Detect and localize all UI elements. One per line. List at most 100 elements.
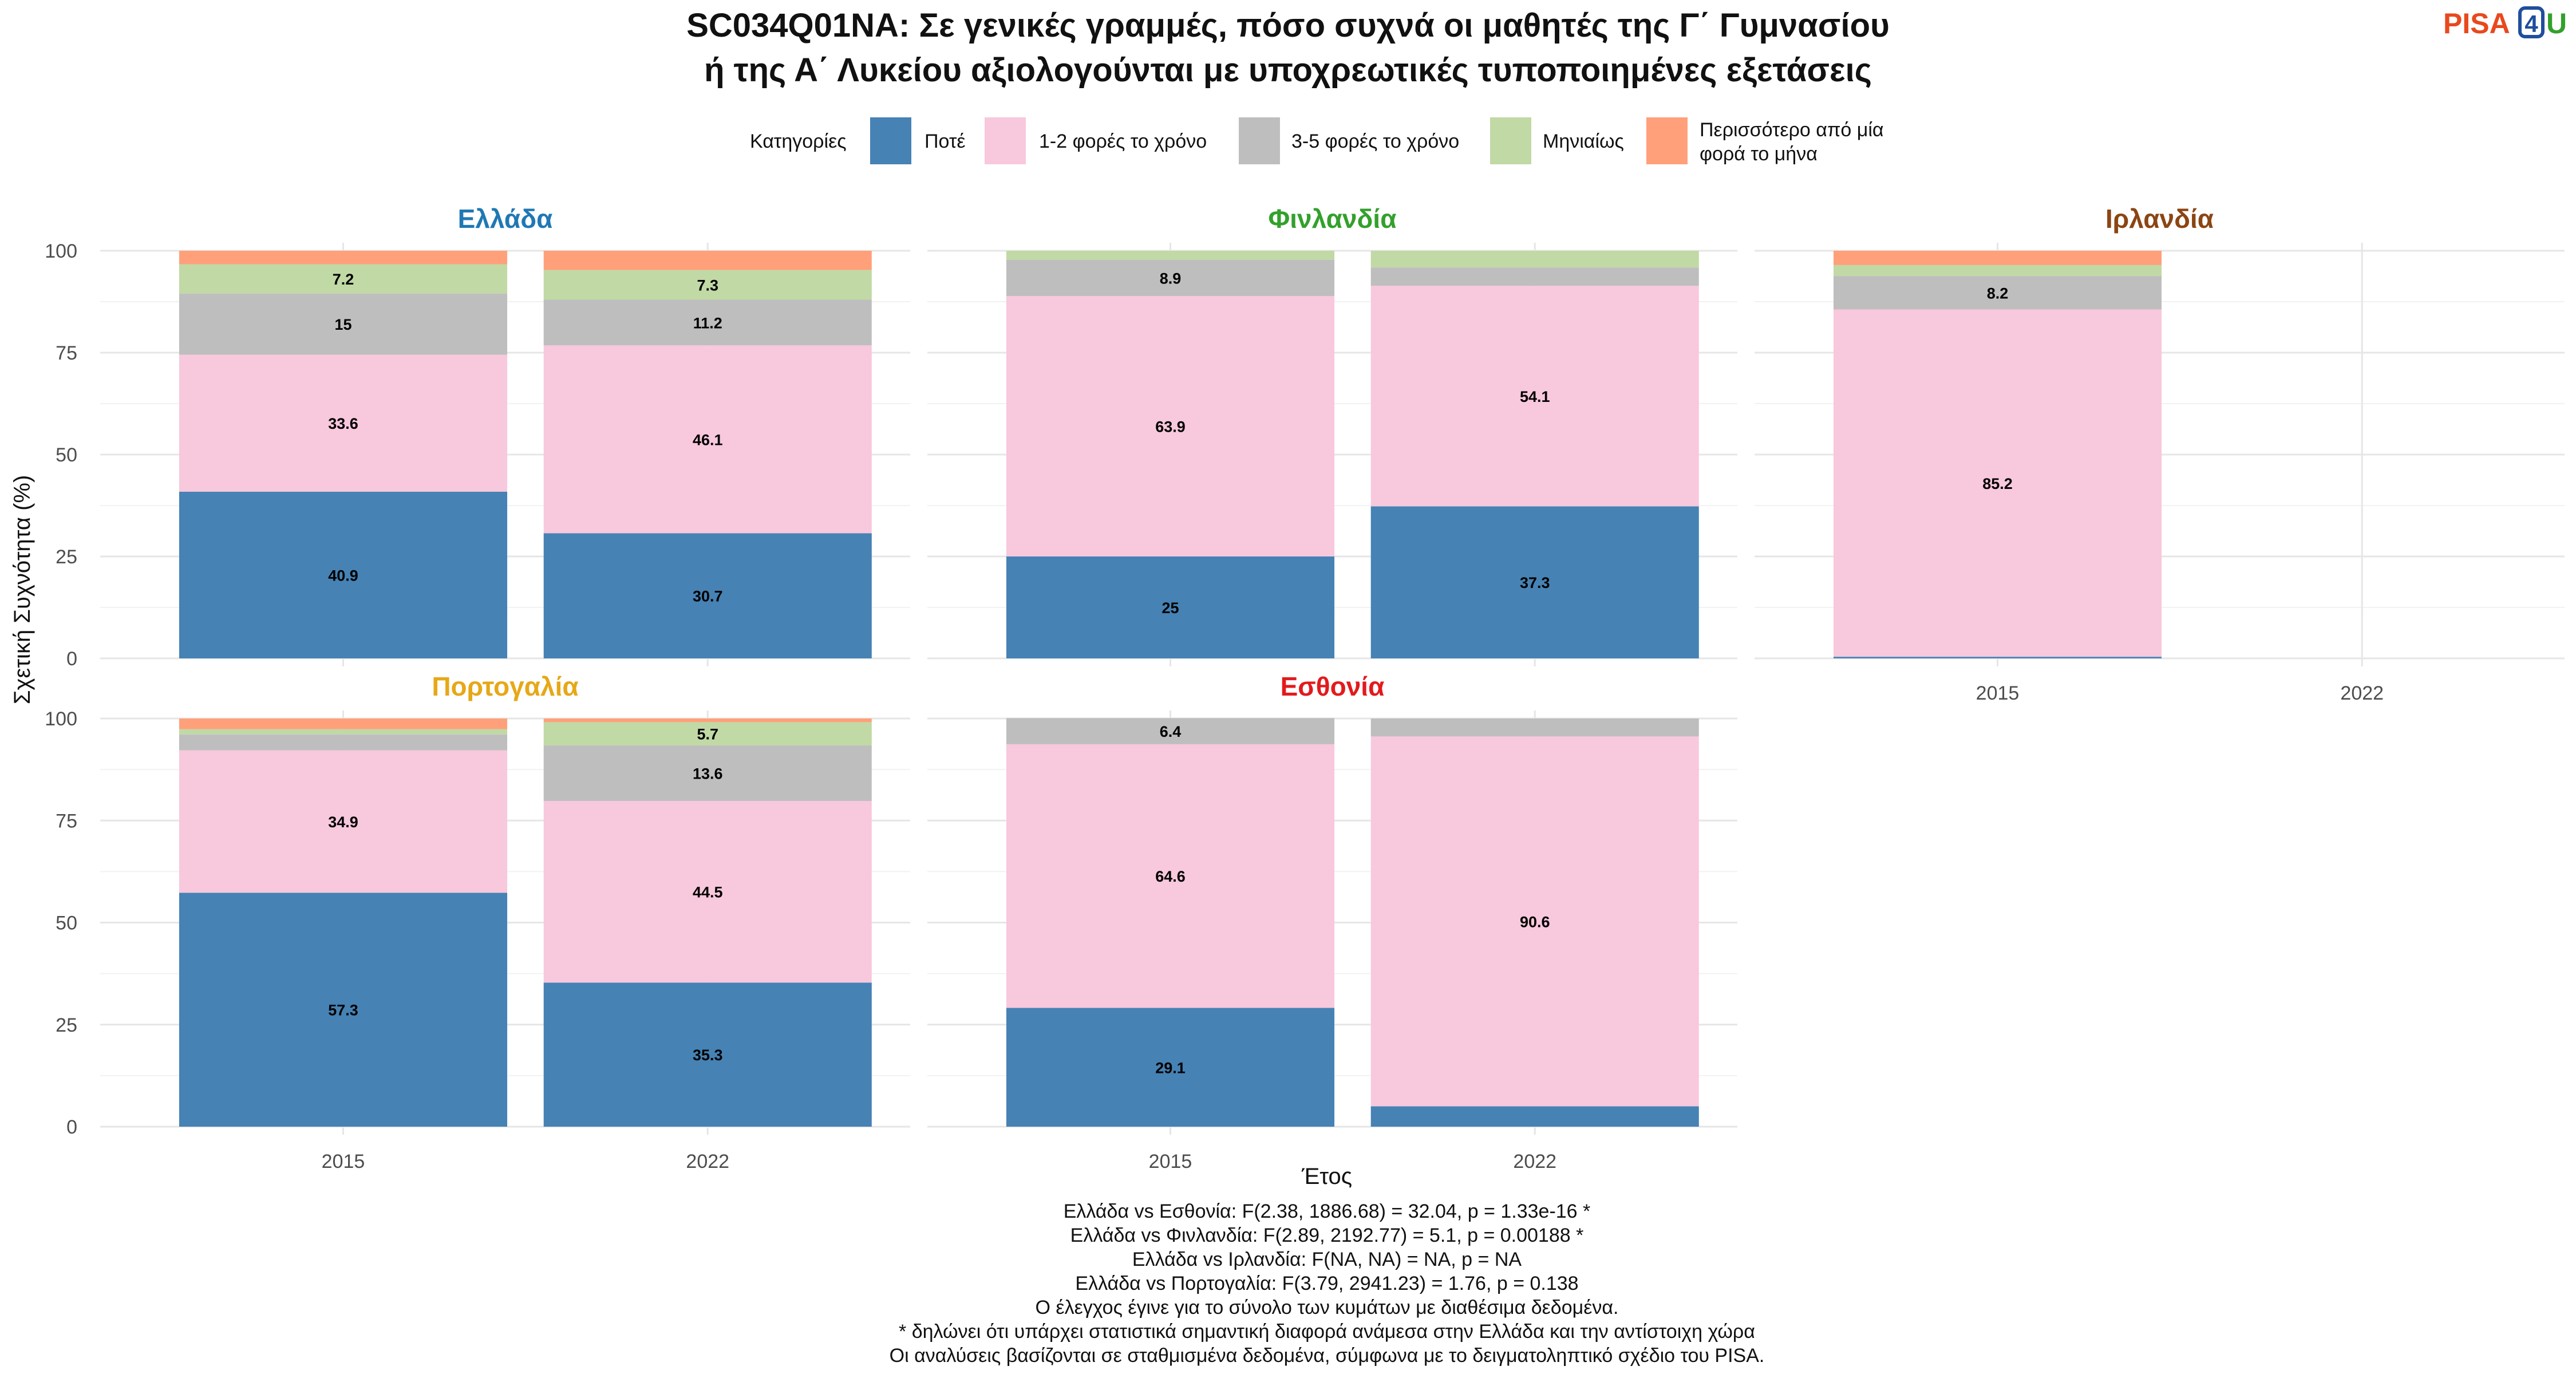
legend-swatch	[1646, 117, 1688, 164]
bar-segment	[543, 722, 872, 746]
bar-segment	[543, 251, 872, 270]
bar-value-label: 57.3	[328, 1002, 358, 1019]
legend: Κατηγορίες Ποτέ 1-2 φορές το χρόνο 3-5 φορ…	[750, 117, 1884, 165]
facet-panel: Ελλάδα 0 25 50 75 100 40.9 33.6 15 7.2 30.7 46.1 11.…	[45, 204, 910, 670]
x-tick-label: 2022	[2340, 682, 2384, 704]
bar-segment	[179, 729, 508, 735]
bar-value-label: 35.3	[693, 1047, 723, 1064]
pisa4u-logo: PISA 4 U	[2443, 6, 2567, 40]
chart-title: SC034Q01NA: Σε γενικές γραμμές, πόσο συχ…	[686, 7, 1890, 89]
bar-segment	[1833, 657, 2162, 658]
bar-segment	[1370, 251, 1699, 268]
bar-value-label: 64.6	[1155, 868, 1186, 885]
x-tick-label: 2015	[322, 1151, 365, 1172]
facet-panel: Ιρλανδία 85.2 8.2 2015 2022	[1755, 204, 2565, 704]
logo-letter: U	[2546, 7, 2567, 40]
logo-digit-box	[2518, 6, 2545, 38]
bar-segment	[1370, 506, 1699, 658]
bar-segment	[1833, 251, 2162, 265]
legend-label: Περισσότερο από μία	[1700, 119, 1884, 141]
bar-value-label: 54.1	[1520, 388, 1550, 405]
y-tick-label: 25	[56, 1014, 77, 1036]
bar-segment	[543, 982, 872, 1127]
bar-value-label: 44.5	[693, 884, 723, 901]
bar-segment	[179, 354, 508, 492]
footnote-line: * δηλώνει ότι υπάρχει στατιστικά σημαντι…	[899, 1321, 1755, 1343]
legend-swatch	[870, 117, 911, 164]
legend-swatch	[985, 117, 1026, 164]
y-tick-label: 75	[56, 342, 77, 364]
facet-panel: Πορτογαλία 0 25 50 75 100 57.3 34.9 35.3 44.5 13.6…	[45, 672, 910, 1172]
bar-value-label: 37.3	[1520, 574, 1550, 591]
logo-digit: 4	[2524, 10, 2538, 37]
bar-value-label: 6.4	[1160, 723, 1182, 740]
bar-segment	[1370, 286, 1699, 507]
footnotes: Ελλάδα vs Εσθονία: F(2.38, 1886.68) = 32…	[890, 1201, 1765, 1367]
bar-value-label: 25	[1161, 599, 1179, 617]
y-tick-label: 50	[56, 913, 77, 934]
logo-text: PISA	[2443, 7, 2510, 40]
bar-segment	[543, 718, 872, 722]
bar-segment	[1006, 296, 1335, 556]
facet-title: Ιρλανδία	[2105, 204, 2214, 234]
bar-value-label: 13.6	[693, 765, 723, 783]
y-tick-label: 25	[56, 546, 77, 568]
bar-value-label: 8.9	[1160, 270, 1182, 287]
y-tick-label: 0	[66, 1116, 77, 1138]
bar-segment	[1006, 251, 1335, 260]
footnote-line: Ελλάδα vs Φινλανδία: F(2.89, 2192.77) = …	[1070, 1225, 1584, 1246]
y-tick-label: 50	[56, 444, 77, 466]
bar-segment	[1006, 556, 1335, 658]
bar-segment	[179, 893, 508, 1127]
y-tick-label: 100	[45, 708, 77, 730]
facet-title: Φινλανδία	[1269, 204, 1397, 234]
footnote-line: Ο έλεγχος έγινε για το σύνολο των κυμάτω…	[1036, 1297, 1619, 1318]
bar-segment	[179, 734, 508, 751]
bar-value-label: 7.2	[333, 271, 354, 288]
legend-label: Ποτέ	[924, 131, 966, 152]
legend-label: 3-5 φορές το χρόνο	[1291, 131, 1459, 152]
footnote-line: Οι αναλύσεις βασίζονται σε σταθμισμένα δ…	[890, 1345, 1765, 1367]
legend-swatch	[1490, 117, 1531, 164]
bar-segment	[1833, 264, 2162, 277]
facet-panels: Ελλάδα 0 25 50 75 100 40.9 33.6 15 7.2 30.7 46.1 11.…	[45, 204, 2565, 1172]
chart-title-line-2: ή της Α΄ Λυκείου αξιολογούνται με υποχρε…	[704, 52, 1872, 89]
bar-segment	[1370, 1106, 1699, 1127]
bar-value-label: 85.2	[1982, 475, 2013, 492]
y-tick-label: 0	[66, 648, 77, 670]
footnote-line: Ελλάδα vs Πορτογαλία: F(3.79, 2941.23) =…	[1075, 1273, 1578, 1294]
bar-segment	[179, 264, 508, 294]
bar-segment	[179, 750, 508, 893]
chart-title-line-1: SC034Q01NA: Σε γενικές γραμμές, πόσο συχ…	[686, 7, 1890, 44]
legend-title: Κατηγορίες	[750, 131, 847, 152]
bar-value-label: 34.9	[328, 814, 358, 831]
bar-value-label: 40.9	[328, 567, 358, 584]
x-tick-label: 2015	[1149, 1151, 1192, 1172]
y-tick-label: 75	[56, 810, 77, 832]
footnote-line: Ελλάδα vs Ιρλανδία: F(NA, NA) = NA, p = …	[1132, 1249, 1522, 1270]
legend-label: 1-2 φορές το χρόνο	[1039, 131, 1207, 152]
bar-segment	[543, 299, 872, 346]
legend-swatch	[1239, 117, 1280, 164]
bar-segment	[179, 293, 508, 355]
bar-segment	[1006, 718, 1335, 744]
bar-segment	[543, 745, 872, 802]
bar-segment	[179, 251, 508, 264]
bar-segment	[543, 533, 872, 658]
bar-segment	[1370, 736, 1699, 1107]
bar-value-label: 29.1	[1155, 1059, 1186, 1076]
bar-segment	[543, 345, 872, 534]
facet-panel: Φινλανδία 25 63.9 8.9 37.3 54.1	[927, 204, 1737, 666]
bar-segment	[543, 801, 872, 983]
bar-segment	[1006, 1008, 1335, 1127]
bar-value-label: 33.6	[328, 415, 358, 432]
bar-value-label: 5.7	[697, 726, 718, 743]
x-tick-label: 2015	[1976, 682, 2020, 704]
bar-segment	[179, 718, 508, 729]
x-tick-label: 2022	[1513, 1151, 1556, 1172]
y-axis-label: Σχετική Συχνότητα (%)	[10, 475, 35, 705]
bar-segment	[1370, 267, 1699, 286]
bar-value-label: 7.3	[697, 277, 718, 294]
bar-value-label: 90.6	[1520, 913, 1550, 930]
